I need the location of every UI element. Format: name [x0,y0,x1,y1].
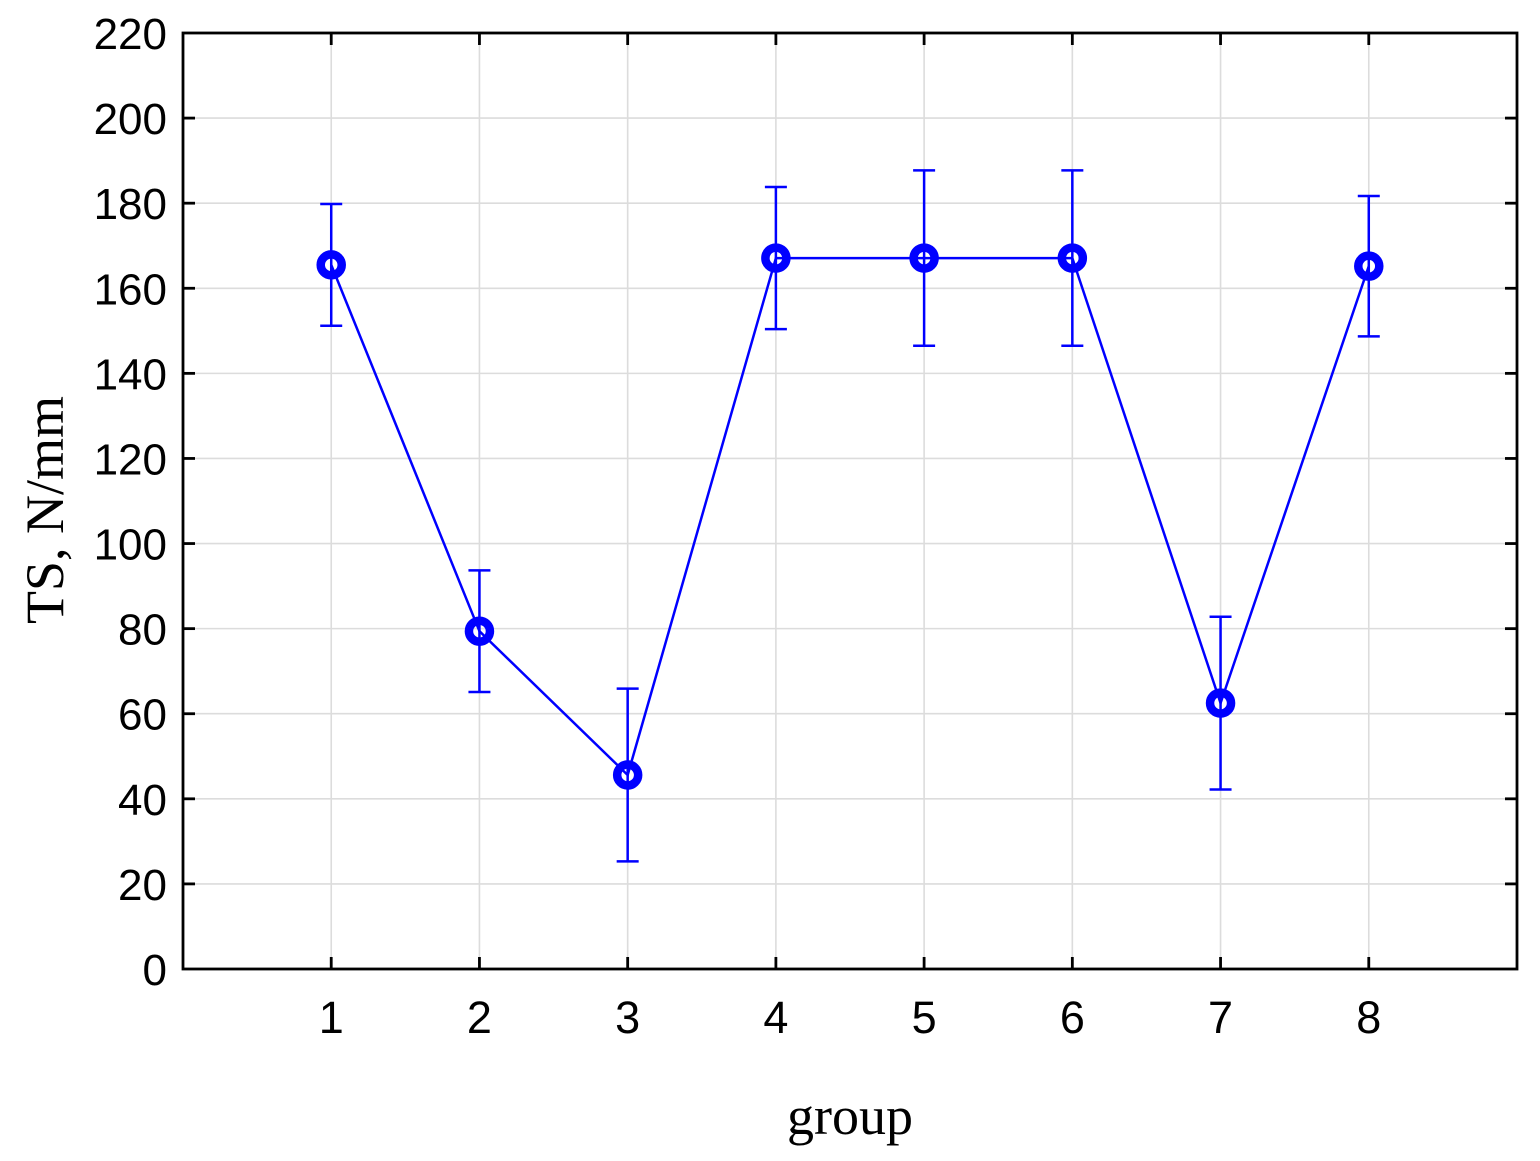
y-tick-label: 40 [118,776,167,825]
data-point-marker [612,760,643,790]
y-tick-label: 120 [94,435,167,484]
data-point-marker [761,243,791,273]
x-tick-label: 1 [319,992,344,1043]
data-point-marker [464,616,495,646]
y-tick-label: 180 [94,180,167,229]
x-tick-label: 8 [1356,992,1381,1043]
axis-ticks [183,33,1517,969]
x-tick-label: 4 [763,992,788,1043]
gridlines [183,33,1517,969]
y-tick-label: 0 [143,946,167,995]
y-tick-label: 100 [94,521,167,570]
y-tick-label: 200 [94,95,167,144]
x-tick-labels: 1 2 3 4 5 6 7 8 [319,992,1382,1043]
data-point-marker [909,243,939,273]
y-tick-label: 60 [118,691,167,740]
x-tick-label: 5 [912,992,937,1043]
y-tick-label: 220 [94,10,167,59]
x-tick-label: 6 [1060,992,1085,1043]
y-axis-title: TS, N/mm [15,395,75,625]
plot-border [181,31,1519,971]
data-point-marker [1205,688,1236,718]
x-tick-label: 7 [1208,992,1233,1043]
y-tick-label: 160 [94,265,167,314]
series-markers [316,243,1384,790]
data-point-marker [1354,251,1384,281]
y-tick-label: 20 [118,861,167,910]
y-tick-labels: 0 20 40 60 80 100 120 140 160 180 200 220 [94,10,167,995]
x-tick-label: 3 [615,992,640,1043]
series-line [330,256,1370,778]
data-point-marker [316,250,346,280]
y-tick-label: 80 [118,606,167,655]
y-tick-label: 140 [94,350,167,399]
x-tick-label: 2 [467,992,492,1043]
x-axis-title: group [787,1086,913,1146]
data-point-marker [1057,243,1088,273]
